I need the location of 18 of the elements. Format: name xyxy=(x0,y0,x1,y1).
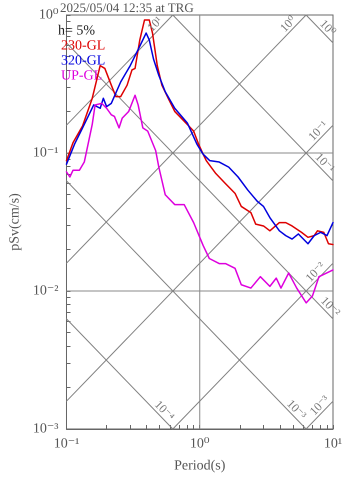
x-tick-label: 10⁰ xyxy=(190,436,210,452)
annotation: 10⁻¹ xyxy=(312,150,338,176)
annotation: 10⁰ xyxy=(276,12,299,35)
x-tick-label: 10⁻¹ xyxy=(54,436,80,452)
x-axis-title: Period(s) xyxy=(174,458,226,474)
y-tick-label: 10⁻³ xyxy=(32,422,58,436)
y-tick-label: 10⁰ xyxy=(38,8,59,22)
annotation: 10⁻⁴ xyxy=(152,397,178,424)
annotation: 10⁻² xyxy=(302,258,328,285)
y-axis-title: pSv(cm/s) xyxy=(8,192,22,251)
chart-title: 2025/05/04 12:35 at TRG xyxy=(60,0,194,15)
y-tick-label: 10⁻² xyxy=(32,284,58,298)
annotation: 10⁻² xyxy=(318,294,344,320)
y-tick-label: 10⁻¹ xyxy=(32,146,58,160)
annotation: 10⁻¹ xyxy=(305,118,331,144)
x-tick-label: 10¹ xyxy=(324,436,342,452)
annotation: 10¹ xyxy=(144,13,166,34)
annotation: 10⁰ xyxy=(317,16,339,39)
